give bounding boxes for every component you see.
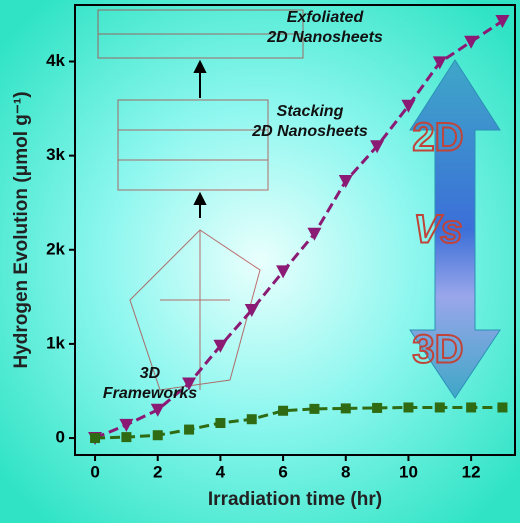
marker xyxy=(244,304,259,318)
marker xyxy=(495,15,510,29)
marker xyxy=(246,414,257,425)
x-tick-label: 6 xyxy=(278,462,287,481)
annotation: 2D Nanosheets xyxy=(251,123,368,140)
y-tick-label: 4k xyxy=(46,51,65,70)
marker xyxy=(215,417,226,428)
marker xyxy=(307,227,322,241)
marker xyxy=(370,140,385,154)
x-tick-label: 8 xyxy=(341,462,350,481)
marker xyxy=(182,377,197,391)
marker xyxy=(150,403,165,417)
series-line xyxy=(95,405,503,440)
y-tick-label: 2k xyxy=(46,239,65,258)
marker xyxy=(464,35,479,49)
marker xyxy=(497,402,508,413)
x-tick-label: 0 xyxy=(90,462,99,481)
marker xyxy=(372,402,383,413)
marker xyxy=(338,175,353,189)
marker xyxy=(434,402,445,413)
marker xyxy=(309,403,320,414)
marker xyxy=(213,339,228,353)
marker xyxy=(432,56,447,70)
x-tick-label: 10 xyxy=(399,462,418,481)
marker xyxy=(278,405,289,416)
x-tick-label: 4 xyxy=(216,462,226,481)
y-axis-label: Hydrogen Evolution (μmol g⁻¹) xyxy=(11,91,32,368)
marker xyxy=(121,432,132,443)
y-tick-label: 0 xyxy=(56,428,65,447)
plot-frame xyxy=(74,4,516,456)
x-tick-label: 2 xyxy=(153,462,162,481)
marker xyxy=(152,430,163,441)
annotation: Vs xyxy=(414,208,463,252)
annotation: 3D xyxy=(412,328,463,372)
marker xyxy=(119,418,134,432)
marker xyxy=(90,433,101,444)
y-tick-label: 3k xyxy=(46,145,65,164)
annotation: Frameworks xyxy=(103,385,197,402)
annotation: 2D Nanosheets xyxy=(266,29,383,46)
decor xyxy=(97,9,304,391)
marker xyxy=(401,99,416,113)
marker xyxy=(276,265,291,279)
annotation: Exfoliated xyxy=(287,9,365,26)
marker xyxy=(466,402,477,413)
double-arrow xyxy=(409,59,501,399)
marker xyxy=(184,424,195,435)
annotation: 2D xyxy=(412,116,463,160)
annotation: 3D xyxy=(140,365,161,382)
y-tick-label: 1k xyxy=(46,333,65,352)
arrows xyxy=(193,59,207,218)
x-axis-label: Irradiation time (hr) xyxy=(208,489,382,510)
marker xyxy=(403,402,414,413)
marker xyxy=(340,403,351,414)
annotation: Stacking xyxy=(277,103,344,120)
x-tick-label: 12 xyxy=(462,462,481,481)
